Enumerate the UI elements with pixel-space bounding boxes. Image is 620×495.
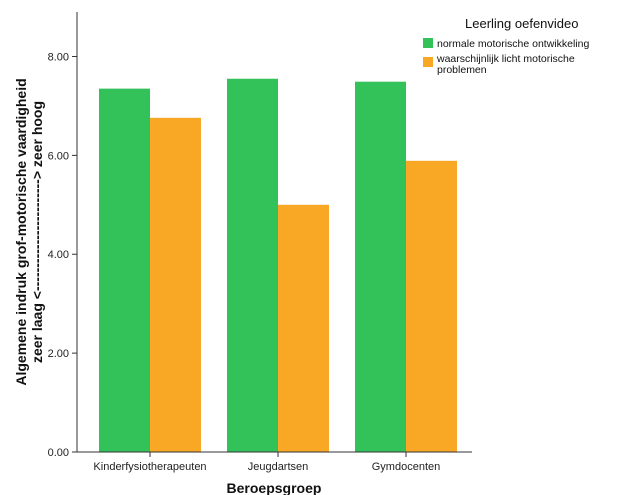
y-tick-label: 4.00 xyxy=(48,249,69,261)
bar-gymdocenten-series-2 xyxy=(406,160,457,452)
legend: Leerling oefenvideo normale motorische o… xyxy=(423,16,589,76)
y-axis-title-line-2: zeer laag <------------------------> zee… xyxy=(29,101,45,363)
x-tick-label: Gymdocenten xyxy=(372,461,440,473)
y-tick-label: 2.00 xyxy=(48,348,69,360)
y-axis-title-line-1: Algemene indruk grof-motorische vaardigh… xyxy=(13,78,29,385)
legend-swatch-series-2 xyxy=(423,57,433,67)
y-ticks-group: 0.00 2.00 4.00 6.00 8.00 xyxy=(48,51,77,459)
legend-title: Leerling oefenvideo xyxy=(465,16,578,31)
bar-kinderfysiotherapeuten-series-1 xyxy=(99,88,150,452)
y-tick-label: 8.00 xyxy=(48,51,69,63)
legend-label-series-1: normale motorische ontwikkeling xyxy=(437,38,589,50)
x-tick-label: Jeugdartsen xyxy=(248,461,309,473)
bar-jeugdartsen-series-2 xyxy=(278,204,329,452)
bars-group xyxy=(99,78,457,453)
y-axis-title: Algemene indruk grof-motorische vaardigh… xyxy=(13,78,45,385)
x-ticks-group: Kinderfysiotherapeuten Jeugdartsen Gymdoce… xyxy=(93,452,440,473)
y-tick-label: 6.00 xyxy=(48,150,69,162)
x-axis-title: Beroepsgroep xyxy=(227,480,322,495)
bar-gymdocenten-series-1 xyxy=(355,81,406,453)
bar-kinderfysiotherapeuten-series-2 xyxy=(150,117,201,452)
legend-label-series-2-line-2: problemen xyxy=(437,64,487,76)
legend-swatch-series-1 xyxy=(423,38,433,48)
x-tick-label: Kinderfysiotherapeuten xyxy=(93,461,206,473)
bar-jeugdartsen-series-1 xyxy=(227,78,278,452)
legend-label-series-2-line-1: waarschijnlijk licht motorische xyxy=(436,53,575,65)
y-tick-label: 0.00 xyxy=(48,447,69,459)
